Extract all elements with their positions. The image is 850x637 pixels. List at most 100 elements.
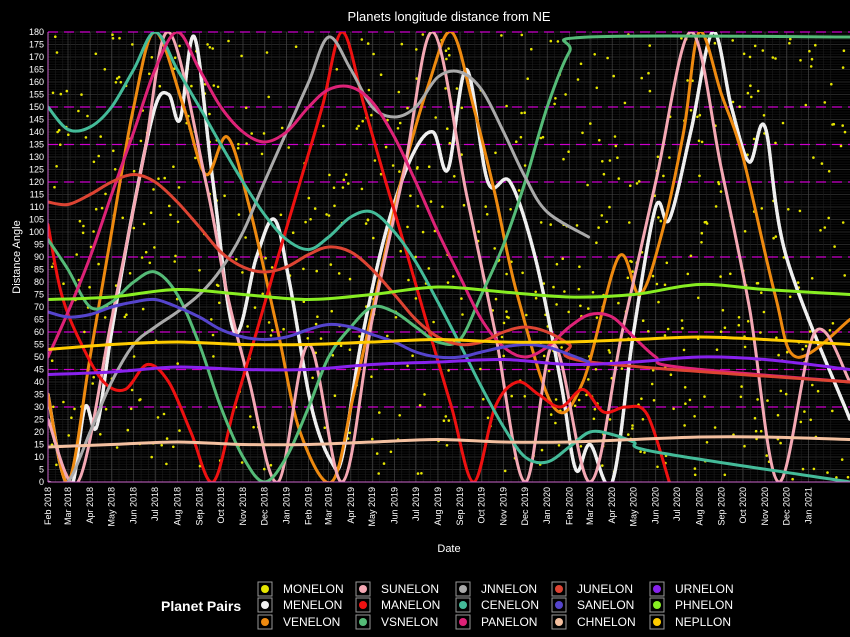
moon-point xyxy=(94,207,98,211)
moon-point xyxy=(688,398,692,402)
moon-point xyxy=(141,307,145,311)
moon-point xyxy=(595,241,598,244)
moon-point xyxy=(681,326,684,330)
moon-point xyxy=(554,97,557,100)
legend-marker-venelon xyxy=(261,618,269,626)
moon-point xyxy=(502,321,506,325)
moon-point xyxy=(92,160,96,164)
series-layer xyxy=(48,32,850,482)
moon-point xyxy=(265,51,269,54)
moon-point xyxy=(211,333,215,337)
moon-point xyxy=(50,359,54,363)
moon-point xyxy=(810,277,814,280)
y-tick-label: 95 xyxy=(34,240,44,250)
moon-point xyxy=(502,354,506,358)
moon-point xyxy=(103,68,107,71)
moon-point xyxy=(689,109,693,112)
moon-point xyxy=(519,135,523,139)
moon-point xyxy=(262,132,266,135)
moon-point xyxy=(416,472,420,475)
moon-point xyxy=(115,446,119,449)
moon-point xyxy=(830,82,833,86)
moon-point xyxy=(748,55,752,59)
moon-point xyxy=(789,37,792,41)
moon-point xyxy=(750,95,753,99)
moon-point xyxy=(144,250,148,254)
moon-point xyxy=(756,89,760,93)
moon-point xyxy=(777,353,780,357)
moon-point xyxy=(843,274,846,277)
moon-point xyxy=(280,126,284,130)
moon-point xyxy=(270,266,274,269)
moon-point xyxy=(174,254,177,258)
moon-point xyxy=(652,399,656,402)
moon-point xyxy=(774,235,778,238)
moon-point xyxy=(668,156,671,159)
moon-point xyxy=(629,184,632,187)
moon-point xyxy=(589,122,592,125)
moon-point xyxy=(555,303,558,306)
moon-point xyxy=(418,404,422,407)
moon-point xyxy=(846,475,850,479)
y-tick-label: 55 xyxy=(34,340,44,350)
moon-point xyxy=(567,310,570,314)
moon-point xyxy=(560,346,563,349)
moon-point xyxy=(542,354,546,358)
y-tick-label: 100 xyxy=(29,227,44,237)
moon-point xyxy=(759,331,762,334)
moon-point xyxy=(86,114,89,118)
moon-point xyxy=(579,445,583,448)
y-tick-label: 20 xyxy=(34,427,44,437)
moon-point xyxy=(409,194,412,198)
moon-point xyxy=(249,415,252,418)
moon-point xyxy=(779,389,783,393)
moon-point xyxy=(832,122,836,126)
moon-point xyxy=(556,40,560,43)
moon-point xyxy=(142,222,146,226)
moon-point xyxy=(78,219,82,223)
moon-point xyxy=(698,174,701,178)
moon-point xyxy=(703,395,706,398)
y-tick-label: 120 xyxy=(29,177,44,187)
moon-point xyxy=(227,39,230,43)
moon-point xyxy=(150,455,153,459)
moon-point xyxy=(152,188,155,191)
moon-point xyxy=(587,307,590,310)
moon-point xyxy=(210,318,213,321)
y-tick-label: 85 xyxy=(34,265,44,275)
moon-point xyxy=(398,121,402,125)
moon-point xyxy=(686,272,690,276)
moon-point xyxy=(698,113,702,117)
moon-point xyxy=(357,124,360,128)
moon-point xyxy=(743,444,746,448)
moon-point xyxy=(552,285,555,289)
moon-point xyxy=(306,337,310,340)
moon-point xyxy=(655,282,659,286)
moon-point xyxy=(659,219,663,223)
legend-marker-chnelon xyxy=(555,618,563,626)
moon-point xyxy=(591,291,595,294)
moon-point xyxy=(447,369,450,372)
x-tick-label: Apr 2019 xyxy=(346,487,356,524)
moon-point xyxy=(683,424,686,427)
moon-point xyxy=(165,462,168,466)
y-axis-label: Distance Angle xyxy=(11,220,23,293)
x-axis-label: Date xyxy=(437,543,460,555)
moon-point xyxy=(648,44,651,47)
moon-point xyxy=(62,400,65,404)
moon-point xyxy=(656,155,660,159)
moon-point xyxy=(132,169,136,173)
moon-point xyxy=(178,429,181,432)
moon-point xyxy=(287,146,291,149)
moon-point xyxy=(731,39,734,42)
moon-point xyxy=(250,132,253,135)
moon-point xyxy=(713,41,717,45)
x-tick-label: Jul 2018 xyxy=(150,487,160,521)
moon-point xyxy=(447,47,450,50)
moon-point xyxy=(628,221,631,224)
moon-point xyxy=(510,394,513,398)
moon-point xyxy=(406,225,409,229)
moon-point xyxy=(434,116,438,119)
legend-marker-vsnelon xyxy=(359,618,367,626)
